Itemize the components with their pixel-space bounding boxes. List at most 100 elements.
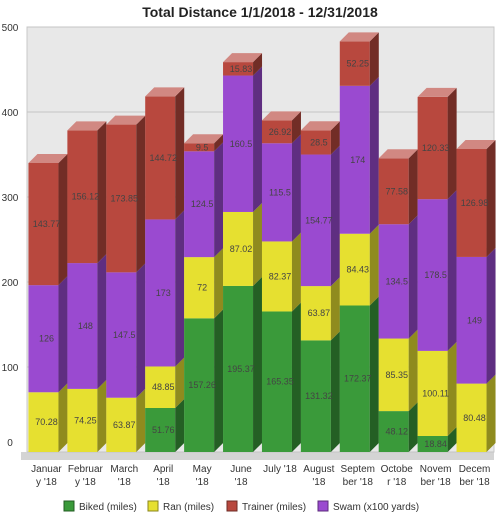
x-tick-label: August '18 <box>303 464 334 488</box>
legend-item[interactable]: Swam (x100 yards) <box>317 500 419 513</box>
bar-side <box>369 32 379 86</box>
data-label: 82.37 <box>269 271 292 281</box>
bar-front <box>145 96 176 220</box>
bar-side <box>175 399 185 452</box>
bar-front <box>184 151 215 258</box>
legend: Biked (miles) Ran (miles) Trainer (miles) S… <box>63 500 419 513</box>
data-label: 156.12 <box>72 192 100 202</box>
bar-top <box>67 121 107 131</box>
bar-front <box>106 397 137 452</box>
legend-item[interactable]: Ran (miles) <box>147 500 214 513</box>
bar-side <box>408 329 418 412</box>
bar-side <box>253 276 263 452</box>
bar-segment <box>261 302 301 452</box>
bar-front <box>223 75 254 212</box>
bar-front <box>67 388 98 452</box>
chart-title: Total Distance 1/1/2018 - 12/31/2018 <box>142 4 378 20</box>
bar-side <box>369 296 379 452</box>
x-tick-label: Januar y '18 <box>31 464 62 488</box>
legend-item[interactable]: Trainer (miles) <box>226 500 306 513</box>
bar-front <box>223 211 254 286</box>
bar-segment <box>378 329 418 412</box>
bar-segment <box>145 357 185 409</box>
bar-side <box>214 248 224 319</box>
bar-side <box>136 263 146 398</box>
bar-top <box>28 153 68 163</box>
bar-segment <box>417 190 457 351</box>
bar-segment <box>456 247 496 384</box>
data-label: 178.5 <box>424 270 447 280</box>
bar-side <box>58 153 68 286</box>
bar-side <box>369 224 379 306</box>
bar-side <box>136 115 146 273</box>
data-label: 80.48 <box>463 413 486 423</box>
bar-segment <box>223 276 263 452</box>
bar-front <box>456 383 487 452</box>
bar-segment <box>339 224 379 306</box>
bar-front <box>106 124 137 273</box>
data-label: 70.28 <box>35 417 58 427</box>
data-label: 147.5 <box>113 330 136 340</box>
bar-side <box>291 111 301 144</box>
data-label: 9.5 <box>196 142 209 152</box>
bar-segment <box>456 374 496 452</box>
y-tick-label: 0 <box>7 438 13 449</box>
bar-side <box>408 215 418 339</box>
bar-segment <box>417 341 457 436</box>
bar-side <box>253 53 263 76</box>
bar-front <box>145 366 176 409</box>
bar-front <box>261 120 292 144</box>
bar-front <box>378 338 409 412</box>
bar-top <box>223 53 263 63</box>
bar-side <box>330 145 340 287</box>
bar-side <box>447 426 457 452</box>
data-label: 84.43 <box>347 265 370 275</box>
bar-side <box>330 331 340 452</box>
bar-segment <box>28 153 68 286</box>
bar-front <box>223 285 254 452</box>
data-label: 173.85 <box>111 193 139 203</box>
bar-front <box>417 350 448 436</box>
bar-side <box>447 341 457 436</box>
bar-top <box>106 115 146 125</box>
bar-side <box>369 76 379 234</box>
data-label: 74.25 <box>74 415 97 425</box>
bar-front <box>28 162 59 286</box>
x-tick-label: Februar y '18 <box>68 464 104 488</box>
legend-item[interactable]: Biked (miles) <box>63 500 137 513</box>
bar-segment <box>145 87 185 220</box>
data-label: 154.77 <box>305 215 333 225</box>
bar-segment <box>300 145 340 287</box>
data-label: 120.33 <box>422 143 450 153</box>
bar-front <box>300 286 331 341</box>
bar-side <box>408 402 418 452</box>
bar-side <box>447 87 457 200</box>
bar-front <box>300 130 331 155</box>
data-label: 28.5 <box>310 137 328 147</box>
data-label: 144.72 <box>149 153 177 163</box>
bar-side <box>214 309 224 452</box>
bar-front <box>67 130 98 264</box>
bar-segment <box>378 215 418 339</box>
bar-top <box>378 149 418 159</box>
bar-front <box>261 241 292 312</box>
bar-front <box>300 154 331 287</box>
data-label: 85.35 <box>385 370 408 380</box>
legend-label: Ran (miles) <box>163 502 214 513</box>
legend-swatch <box>147 500 159 512</box>
bar-segment <box>145 210 185 367</box>
x-tick-label: Decem ber '18 <box>459 464 491 488</box>
bar-segment <box>184 309 224 452</box>
data-label: 126 <box>39 334 54 344</box>
bar-side <box>291 232 301 312</box>
bar-segment <box>261 134 301 242</box>
legend-label: Biked (miles) <box>79 502 137 513</box>
bar-top <box>456 140 496 150</box>
bar-segment <box>339 76 379 234</box>
bar-side <box>58 276 68 393</box>
bar-front <box>378 158 409 225</box>
bar-segment <box>378 149 418 225</box>
x-tick-label: March '18 <box>110 464 138 488</box>
bar-top <box>184 134 224 144</box>
bar-segment <box>417 87 457 200</box>
